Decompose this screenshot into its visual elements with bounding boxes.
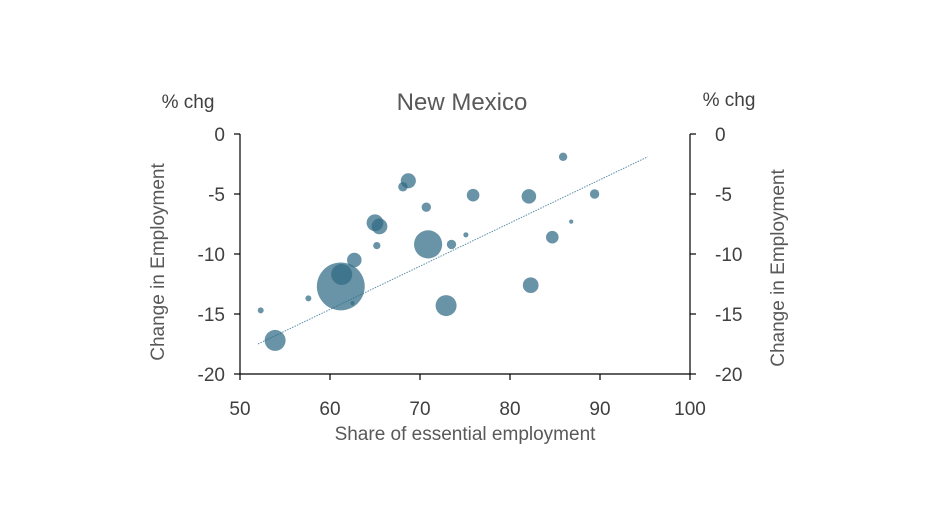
- trendline: [257, 156, 648, 345]
- chart-title: New Mexico: [397, 89, 528, 116]
- y-axis-unit-right: % chg: [703, 90, 756, 111]
- data-point-bubble: [305, 295, 312, 302]
- data-point-bubble: [589, 189, 600, 199]
- x-tick-label: 90: [589, 399, 610, 420]
- x-tick-label: 70: [409, 399, 430, 420]
- data-point-bubble: [522, 277, 539, 294]
- y-tick-label-right: -10: [715, 245, 742, 266]
- data-point-bubble: [350, 301, 355, 306]
- data-point-bubble: [398, 182, 408, 192]
- data-point-bubble: [257, 307, 264, 314]
- x-tick-label: 50: [229, 399, 250, 420]
- data-point-bubble: [466, 188, 480, 202]
- y-tick-label-right: 0: [715, 125, 726, 146]
- data-point-bubble: [316, 262, 365, 311]
- data-point-bubble: [463, 232, 469, 238]
- data-point-bubble: [414, 230, 443, 259]
- y-axis-label-right: Change in Employment: [768, 169, 789, 367]
- data-point-bubble: [347, 252, 362, 268]
- y-tick-label-left: 0: [214, 125, 225, 146]
- x-axis-label: Share of essential employment: [335, 424, 597, 445]
- y-tick-label-left: -20: [198, 365, 225, 386]
- data-point-bubble: [371, 218, 388, 235]
- data-point-bubble: [331, 263, 353, 285]
- trendline-group: [257, 156, 648, 345]
- data-point-bubble: [569, 219, 574, 224]
- data-point-bubble: [421, 202, 431, 212]
- y-axis-unit-left: % chg: [162, 92, 215, 113]
- data-point-bubble: [373, 241, 381, 250]
- data-point-bubble: [446, 239, 457, 250]
- y-tick-label-left: -5: [208, 185, 225, 206]
- data-point-bubble: [521, 189, 537, 204]
- y-axis-label-left: Change in Employment: [148, 163, 169, 361]
- bubble-group: [257, 152, 600, 351]
- data-point-bubble: [558, 152, 568, 161]
- y-tick-label-right: -5: [715, 185, 732, 206]
- data-point-bubble: [435, 295, 457, 317]
- data-point-bubble: [264, 329, 286, 351]
- y-tick-label-right: -15: [715, 305, 742, 326]
- y-tick-label-right: -20: [715, 365, 742, 386]
- x-tick-label: 80: [499, 399, 520, 420]
- axis-ticks: 50 60 70 80 90 100 0 0 -5 -5 -10 -10 -15 -15 -20 -20: [198, 125, 743, 420]
- x-tick-label: 100: [674, 399, 706, 420]
- y-tick-label-left: -15: [198, 305, 225, 326]
- data-point-bubble: [546, 230, 559, 244]
- y-tick-label-left: -10: [198, 245, 225, 266]
- x-tick-label: 60: [319, 399, 340, 420]
